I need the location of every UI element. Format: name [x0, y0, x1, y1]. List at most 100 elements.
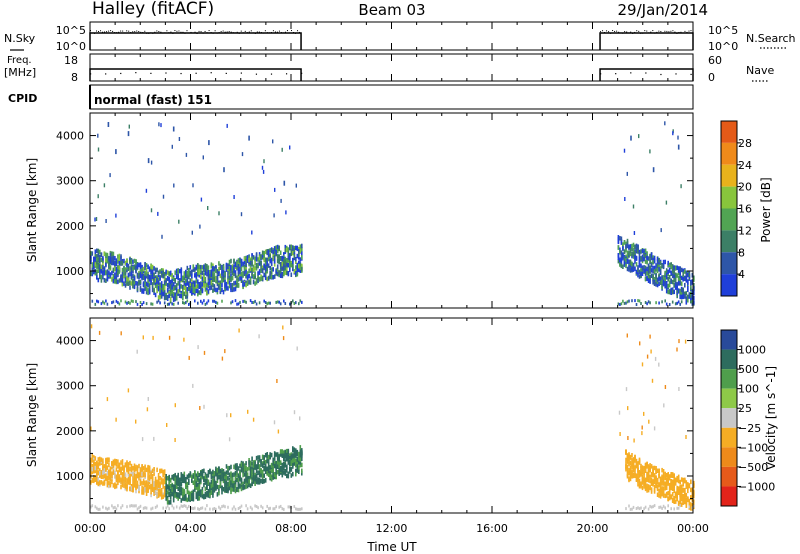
velocity-echo-point [646, 354, 649, 359]
velocity-ground-cell [643, 507, 645, 511]
velocity-echo-cell [204, 486, 207, 492]
velocity-echo-cell [195, 476, 198, 482]
velocity-echo-cell [249, 483, 252, 488]
power-echo-cell [230, 277, 232, 282]
power-echo-cell [292, 264, 294, 269]
power-echo-cell [191, 274, 193, 279]
velocity-echo-cell [162, 472, 164, 478]
freq-trace [599, 68, 694, 81]
power-echo-point [207, 206, 209, 210]
power-echo-cell [239, 276, 241, 281]
power-echo-cell [301, 251, 303, 256]
power-echo-cell [656, 261, 659, 267]
power-echo-cell [230, 273, 232, 278]
power-ground-cell [649, 301, 651, 305]
velocity-echo-cell [224, 483, 226, 488]
velocity-echo-cell [263, 458, 265, 463]
velocity-echo-cell [629, 460, 632, 466]
velocity-echo-cell [286, 468, 288, 473]
power-echo-point [248, 135, 250, 141]
velocity-echo-point [252, 417, 255, 422]
power-echo-cell [153, 275, 155, 281]
power-echo-cell [210, 280, 213, 285]
velocity-echo-cell [157, 479, 160, 485]
velocity-echo-cell [117, 459, 119, 464]
power-echo-cell [240, 267, 243, 272]
velocity-echo-cell [172, 495, 175, 501]
velocity-ground-cell [649, 504, 651, 508]
velocity-echo-cell [670, 473, 672, 478]
power-echo-cell [245, 262, 247, 267]
power-echo-cell [693, 283, 695, 288]
velocity-echo-cell [292, 471, 294, 477]
power-echo-cell [644, 271, 647, 276]
x-tick-label: 16:00 [476, 522, 508, 535]
freq-panel: Freq. [MHz] 18 8 60 0 Nave [4, 53, 774, 84]
power-echo-cell [109, 272, 112, 277]
power-ground-cell [284, 302, 287, 305]
velocity-echo-cell [276, 458, 279, 463]
power-echo-cell [103, 251, 106, 256]
velocity-echo-cell [679, 488, 681, 494]
velocity-ground-cell [105, 506, 107, 510]
power-echo-cell [625, 248, 627, 253]
power-echo-cell [677, 268, 680, 273]
velocity-echo-cell [287, 471, 290, 476]
velocity-echo-cell [637, 482, 639, 487]
velocity-echo-cell [136, 480, 139, 486]
power-echo-cell [273, 274, 276, 279]
power-echo-cell [159, 288, 161, 294]
power-echo-cell [145, 268, 148, 273]
power-ground-cell [242, 299, 244, 303]
velocity-echo-cell [114, 461, 116, 466]
velocity-echo-cell [656, 479, 659, 485]
power-echo-cell [273, 246, 276, 251]
power-echo-cell [652, 265, 654, 271]
power-echo-cell [301, 255, 303, 260]
velocity-ground-cell [112, 506, 115, 510]
velocity-ground-cell [218, 505, 220, 509]
power-ground-cell [94, 302, 97, 306]
power-echo-cell [687, 287, 689, 292]
power-echo-cell [267, 263, 270, 268]
power-ground-cell [275, 300, 277, 304]
colorbar-swatch [721, 447, 737, 467]
power-echo-cell [620, 240, 623, 245]
velocity-ground-cell [625, 507, 627, 511]
power-echo-cell [185, 269, 187, 275]
power-echo-cell [186, 294, 189, 299]
power-echo-cell [154, 292, 157, 298]
velocity-echo-cell [183, 478, 186, 484]
power-echo-cell [646, 251, 648, 256]
power-echo-cell [221, 272, 223, 277]
power-echo-cell [263, 257, 265, 263]
velocity-echo-cell [674, 478, 677, 483]
velocity-ground-cell [679, 504, 681, 508]
power-echo-cell [112, 267, 115, 273]
power-echo-cell [228, 283, 231, 289]
power-echo-point [652, 167, 655, 173]
nsearch-dot [212, 32, 214, 34]
nsearch-dot [206, 32, 208, 34]
velocity-echo-point [224, 349, 226, 354]
power-echo-cell [156, 267, 158, 273]
velocity-echo-cell [299, 445, 302, 450]
velocity-ground-cell [171, 504, 173, 508]
velocity-echo-cell [183, 475, 186, 480]
velocity-echo-cell [283, 470, 285, 475]
velocity-echo-cell [224, 478, 226, 484]
power-echo-point [178, 219, 180, 224]
power-echo-cell [264, 275, 267, 281]
velocity-echo-cell [252, 479, 255, 484]
velocity-echo-cell [659, 476, 662, 481]
velocity-ground-cell [132, 504, 134, 508]
velocity-echo-cell [270, 462, 273, 468]
velocity-echo-point [293, 410, 296, 415]
power-echo-cell [97, 268, 100, 273]
velocity-echo-cell [279, 449, 282, 454]
velocity-echo-cell [292, 464, 294, 469]
velocity-echo-cell [649, 463, 651, 468]
power-ground-cell [622, 299, 624, 303]
velocity-echo-cell [117, 464, 119, 469]
